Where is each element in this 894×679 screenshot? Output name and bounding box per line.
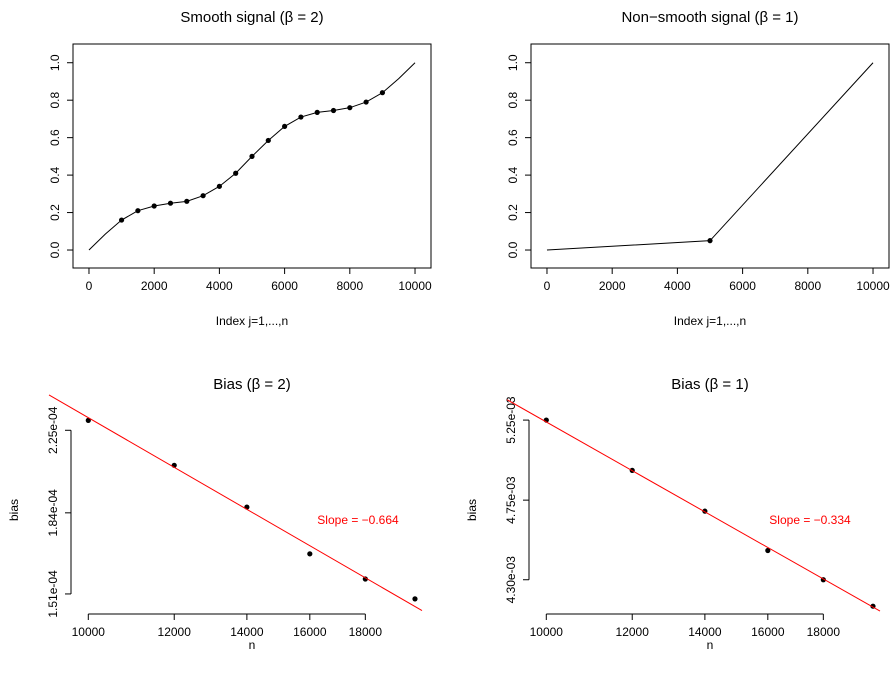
y-tick-label: 0.2: [506, 204, 520, 221]
x-tick-label: 14000: [688, 625, 722, 639]
x-tick-label: 14000: [230, 625, 264, 639]
y-tick-label: 5.25e-03: [504, 396, 518, 444]
signal-point: [707, 238, 713, 244]
x-tick-label: 10000: [530, 625, 564, 639]
y-tick-label: 0.6: [506, 129, 520, 146]
x-axis-label: n: [249, 638, 256, 652]
bias-point: [362, 576, 368, 582]
x-tick-label: 18000: [349, 625, 383, 639]
x-tick-label: 8000: [794, 279, 821, 293]
slope-annotation: Slope = −0.334: [769, 513, 851, 527]
signal-point: [118, 217, 125, 223]
y-tick-label: 0.0: [506, 241, 520, 258]
x-tick-label: 10000: [398, 279, 432, 293]
signal-point: [379, 90, 386, 96]
signal-point: [330, 107, 337, 114]
y-tick-label: 0.4: [48, 166, 62, 183]
y-tick-label: 1.51e-04: [46, 570, 60, 618]
chart-title: Bias (β = 2): [213, 376, 290, 393]
x-axis-label: n: [707, 638, 714, 652]
signal-point: [135, 208, 141, 214]
y-tick-label: 0.2: [48, 204, 62, 221]
x-tick-label: 12000: [158, 625, 192, 639]
y-axis-label: bias: [7, 499, 21, 521]
x-tick-label: 16000: [751, 625, 785, 639]
y-tick-label: 2.25e-04: [46, 406, 60, 454]
y-axis-label: bias: [465, 499, 479, 521]
chart-title: Non−smooth signal (β = 1): [621, 9, 798, 26]
x-tick-label: 6000: [271, 279, 298, 293]
signal-point: [347, 105, 353, 111]
signal-point: [314, 109, 320, 115]
chart-title: Bias (β = 1): [671, 376, 748, 393]
y-tick-label: 0.0: [48, 241, 62, 258]
y-tick-label: 1.0: [48, 54, 62, 71]
bias-point: [765, 547, 771, 554]
signal-line: [546, 62, 874, 251]
y-tick-label: 1.0: [506, 54, 520, 71]
x-tick-label: 0: [544, 279, 551, 293]
chart-title: Smooth signal (β = 2): [180, 9, 323, 26]
x-tick-label: 6000: [729, 279, 756, 293]
signal-point: [151, 203, 157, 209]
signal-point: [184, 198, 190, 204]
bias-point: [307, 551, 313, 557]
x-tick-label: 10000: [72, 625, 106, 639]
x-tick-label: 18000: [807, 625, 841, 639]
y-tick-label: 4.75e-03: [504, 476, 518, 524]
bias-point: [412, 596, 418, 602]
bias-point: [85, 417, 91, 423]
y-tick-label: 4.30e-03: [504, 556, 518, 604]
x-axis-label: Index j=1,...,n: [674, 314, 746, 328]
signal-point: [167, 200, 174, 206]
x-tick-label: 0: [86, 279, 93, 293]
signal-point: [249, 153, 255, 159]
signal-point: [282, 123, 288, 130]
x-tick-label: 12000: [616, 625, 650, 639]
y-tick-label: 0.8: [506, 92, 520, 109]
x-tick-label: 8000: [336, 279, 363, 293]
y-tick-label: 0.4: [506, 166, 520, 183]
plot-box: [530, 43, 890, 269]
fit-line: [48, 394, 423, 612]
signal-point: [265, 137, 271, 144]
signal-point: [233, 170, 239, 176]
signal-point: [298, 114, 304, 120]
signal-point: [363, 99, 369, 105]
x-tick-label: 16000: [293, 625, 327, 639]
x-tick-label: 4000: [206, 279, 233, 293]
slope-annotation: Slope = −0.664: [317, 513, 399, 527]
x-tick-label: 2000: [599, 279, 626, 293]
signal-point: [200, 193, 206, 199]
x-tick-label: 2000: [141, 279, 168, 293]
signal-point: [216, 183, 222, 189]
y-tick-label: 1.84e-04: [46, 489, 60, 537]
x-tick-label: 10000: [856, 279, 890, 293]
x-axis-label: Index j=1,...,n: [216, 314, 288, 328]
fit-line: [506, 399, 881, 612]
y-tick-label: 0.6: [48, 129, 62, 146]
y-tick-label: 0.8: [48, 92, 62, 109]
x-tick-label: 4000: [664, 279, 691, 293]
